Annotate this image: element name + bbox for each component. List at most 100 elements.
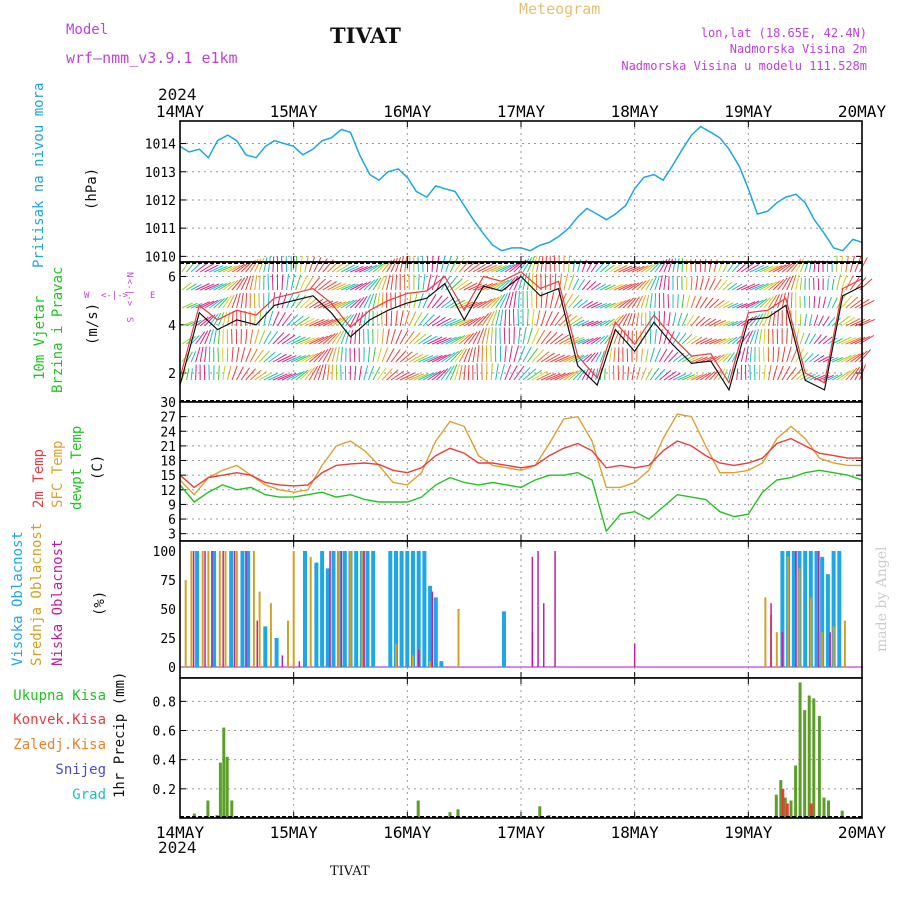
wind-barb [713, 278, 722, 291]
cloud-bar [820, 556, 825, 667]
wind-barb [386, 258, 396, 273]
wind-barb [204, 346, 207, 363]
wind-tick-label: 2 [168, 367, 176, 382]
wind-barb [204, 299, 219, 309]
wind-barb [663, 311, 666, 327]
wind-barb [349, 283, 364, 291]
wind-barb [677, 353, 690, 363]
wind-barb [577, 279, 586, 291]
wind-barb [763, 311, 770, 327]
wind-barb [477, 263, 493, 273]
wind-barb [513, 365, 525, 381]
wind-barb [313, 364, 321, 381]
wind-barb [672, 258, 677, 273]
wind-barb [327, 282, 342, 291]
wind-barb [490, 310, 498, 327]
wind-barb [709, 338, 722, 345]
wind-barb [295, 354, 311, 363]
wind-barb [840, 369, 854, 381]
cloud-bar [201, 551, 204, 667]
wind-barb [804, 353, 814, 363]
wind-barb [181, 320, 194, 327]
precip-bar [840, 810, 844, 818]
wind-barb [563, 370, 578, 381]
precip-bar [827, 800, 830, 818]
wind-barb [841, 316, 856, 327]
panel-pressure: 1010 1011 1012 1013 1014 [145, 120, 863, 265]
temp-tick-label: 18 [160, 455, 176, 470]
wind-barb [477, 345, 480, 363]
cloud-bar [195, 551, 200, 667]
wind-tick-label: 4 [168, 319, 176, 334]
precip-tick-label: 0.8 [153, 695, 176, 710]
wind-barb [313, 257, 322, 273]
wind-barb [427, 355, 443, 363]
wind-barb [440, 352, 456, 363]
wind-barb [518, 273, 525, 291]
wind-barb [695, 277, 699, 291]
wind-barb [395, 350, 407, 363]
wind-barb [672, 373, 686, 381]
wind-barb [836, 315, 851, 327]
cloud-bar [831, 551, 836, 667]
wind-barb [495, 309, 501, 327]
cloud-bar [240, 551, 245, 667]
wind-barb [499, 309, 504, 327]
wind-barb [499, 363, 505, 381]
cloud-bar [502, 611, 506, 667]
cloud-bar [531, 556, 534, 667]
wind-barb [195, 331, 206, 345]
wind-barb [349, 298, 362, 309]
date-label-top: 20MAY [838, 102, 887, 121]
wind-barb [649, 276, 657, 291]
wind-barb [540, 310, 547, 327]
wind-barb [186, 283, 197, 291]
wind-barb [495, 293, 506, 309]
wind-barb [790, 368, 803, 381]
wind-barb [490, 294, 503, 309]
wind-barb [272, 332, 285, 345]
wind-barb [531, 349, 545, 363]
wind-barb [663, 371, 677, 381]
cloud-bar [543, 603, 545, 667]
wind-barb [199, 315, 213, 327]
wind-barb [222, 311, 228, 327]
wind-barb [422, 355, 438, 363]
wind-barb [486, 296, 500, 309]
wind-barb [340, 264, 356, 273]
wind-barb [263, 257, 268, 273]
wind-barb [240, 293, 244, 309]
wind-barb [227, 365, 232, 381]
wind-barb [640, 312, 643, 327]
high-cloud-label: Visoka Oblacnost [10, 531, 26, 666]
wind-barb [254, 370, 268, 381]
wind-barb [768, 265, 783, 273]
wind-barb [645, 278, 654, 291]
wind-barb [390, 310, 393, 327]
wind-barb [267, 310, 274, 327]
wind-barb [545, 310, 553, 327]
wind-barb [668, 312, 671, 327]
wind-barb [827, 356, 839, 363]
wind-barb [304, 276, 314, 291]
wind-barb [609, 283, 623, 291]
wind-barb [463, 261, 476, 273]
wind-barb [672, 352, 685, 363]
wind-barb [458, 365, 463, 381]
wind-barb [649, 293, 653, 309]
wind-barb [422, 371, 438, 381]
location-title: TIVAT [330, 23, 401, 48]
wind-barb [559, 371, 575, 381]
wind-barb [286, 293, 294, 309]
wind-barb [604, 264, 615, 273]
wind-barb [186, 351, 193, 363]
wind-barb [622, 282, 637, 291]
cloud-bar [224, 551, 227, 667]
wind-barb [522, 257, 533, 273]
wind-barb [554, 354, 571, 363]
wind-barb [568, 255, 571, 273]
wind-barb [245, 328, 248, 345]
wind-barb [768, 280, 781, 291]
wind-barb [668, 331, 675, 345]
wind-barb [813, 314, 819, 327]
